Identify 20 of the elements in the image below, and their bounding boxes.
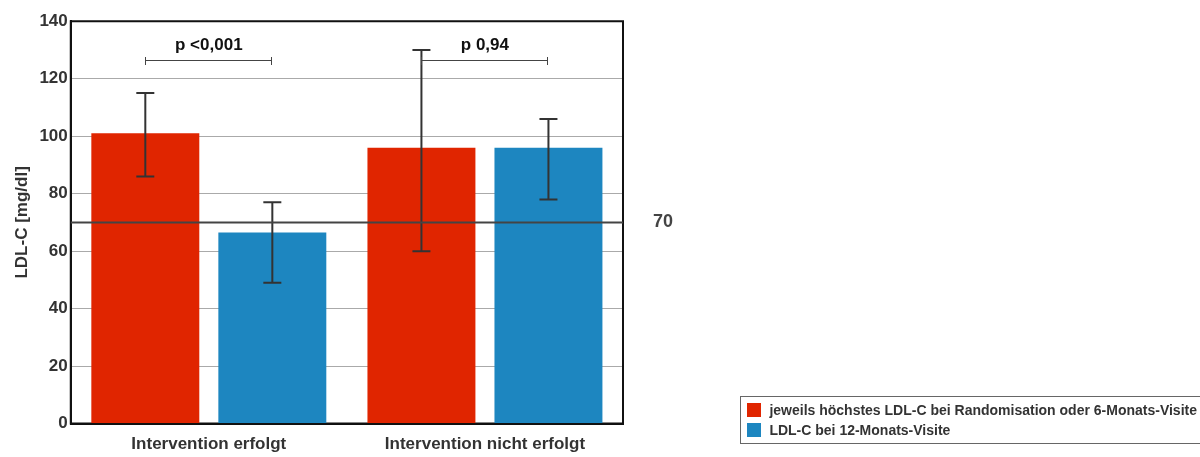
y-tick-label: 100 <box>39 125 68 145</box>
x-tick-label: Intervention nicht erfolgt <box>384 434 586 454</box>
legend-label: jeweils höchstes LDL-C bei Randomisation oder 6-Monats-Visite <box>769 402 1197 418</box>
y-tick-label: 140 <box>39 10 68 30</box>
bar <box>218 232 327 424</box>
y-tick-label: 20 <box>48 355 68 375</box>
legend-label: LDL-C bei 12-Monats-Visite <box>769 422 951 438</box>
bar <box>494 147 603 424</box>
y-tick-label: 120 <box>39 68 68 88</box>
annotation: p <0,001 <box>174 35 244 56</box>
ref-line-label: 70 <box>653 211 674 232</box>
x-tick-label: Intervention erfolgt <box>131 434 287 454</box>
bar <box>91 133 200 424</box>
y-tick-label: 60 <box>48 240 68 260</box>
bar <box>367 147 476 424</box>
y-tick-label: 80 <box>48 183 68 203</box>
annotation: p 0,94 <box>459 35 510 56</box>
y-tick-label: 0 <box>58 413 68 433</box>
y-axis-title: LDL-C [mg/dl] <box>11 166 31 279</box>
y-tick-label: 40 <box>48 298 68 318</box>
